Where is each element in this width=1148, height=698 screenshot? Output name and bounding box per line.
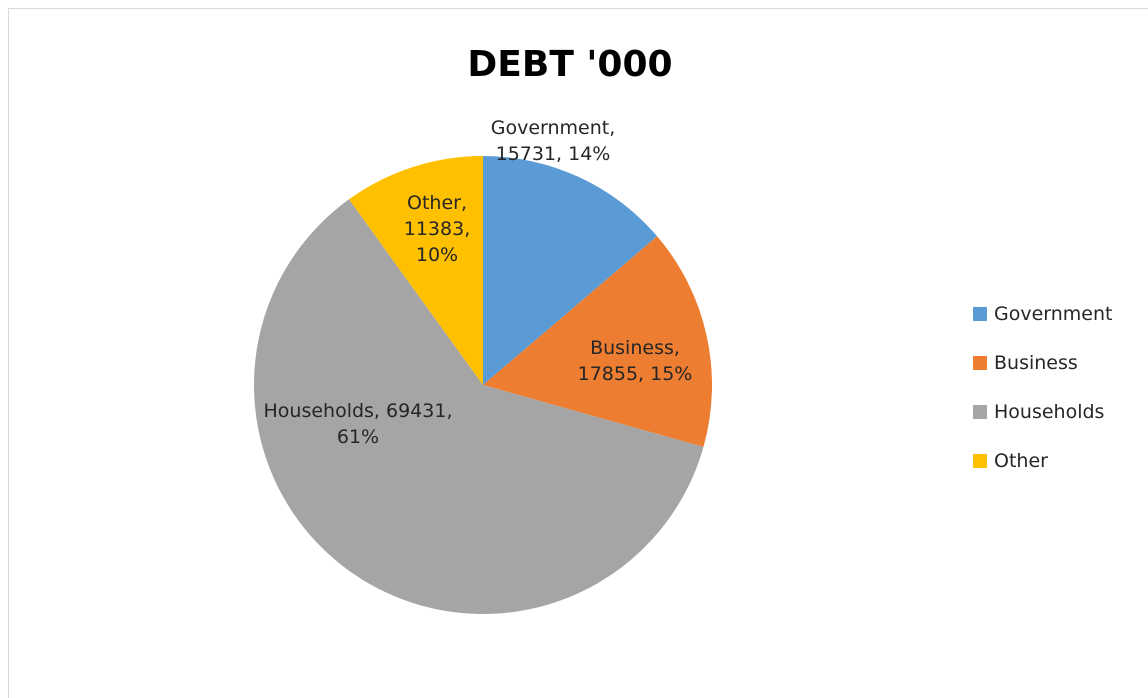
legend-swatch-households: [973, 405, 987, 419]
pie-slice-other: [348, 156, 483, 385]
pie-slice-households: [254, 199, 704, 614]
pie-slice-government: [483, 156, 658, 385]
data-label-other: Other, 11383, 10%: [404, 192, 470, 266]
pie-slices: [254, 156, 713, 614]
pie-slice-business: [483, 236, 713, 447]
data-label-government: Government, 15731, 14%: [491, 117, 616, 165]
pie-chart: DEBT '000 Government, 15731, 14% Business,…: [254, 44, 1113, 614]
legend-label-government: Government: [994, 303, 1113, 325]
legend-swatch-other: [973, 454, 987, 468]
chart-title: DEBT '000: [467, 44, 672, 85]
pie-data-labels: Government, 15731, 14% Business, 17855, 15%…: [263, 117, 692, 448]
legend-swatch-government: [973, 307, 987, 321]
legend-label-business: Business: [994, 352, 1078, 374]
legend: Government Business Households Other: [973, 303, 1113, 472]
data-label-business: Business, 17855, 15%: [578, 337, 693, 385]
legend-label-households: Households: [994, 401, 1104, 423]
data-label-households: Households, 69431, 61%: [263, 400, 452, 448]
legend-swatch-business: [973, 356, 987, 370]
chart-frame: [8, 8, 1148, 698]
legend-label-other: Other: [994, 450, 1048, 472]
